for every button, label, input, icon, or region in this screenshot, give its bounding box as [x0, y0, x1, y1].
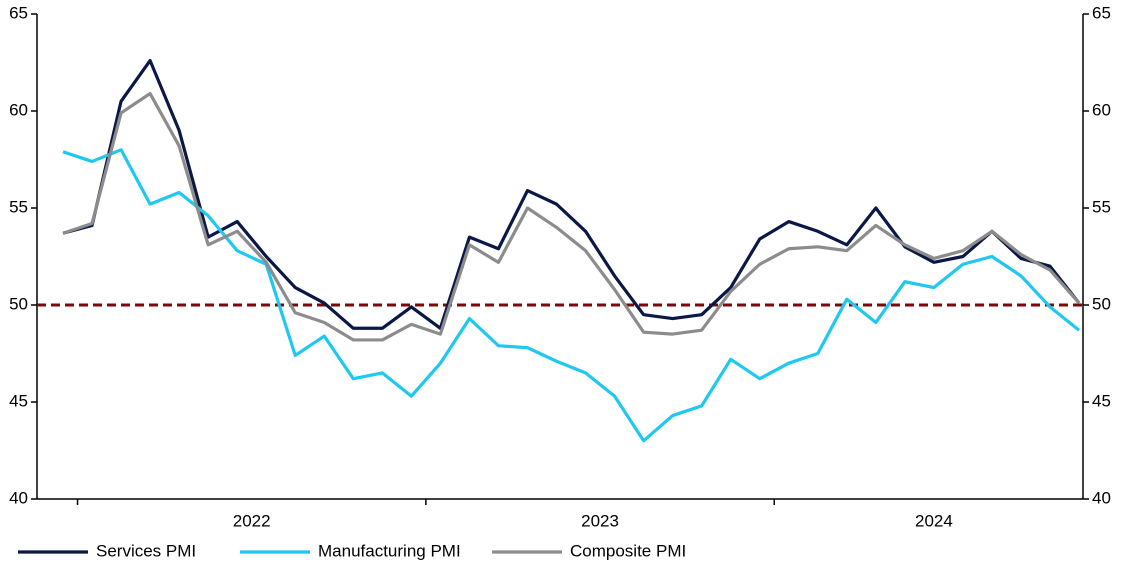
legend-label: Manufacturing PMI — [318, 541, 461, 560]
y-tick-label: 55 — [9, 197, 28, 216]
x-group-label: 2023 — [581, 511, 619, 530]
legend-label: Services PMI — [96, 541, 196, 560]
legend-label: Composite PMI — [570, 541, 686, 560]
y-tick-label: 40 — [9, 488, 28, 507]
series-line — [62, 148, 1081, 443]
y2-tick-label: 60 — [1092, 100, 1111, 119]
y2-tick-label: 50 — [1092, 294, 1111, 313]
x-group-label: 2022 — [233, 511, 271, 530]
y-tick-label: 60 — [9, 100, 28, 119]
y-tick-label: 65 — [9, 3, 28, 22]
y2-tick-label: 55 — [1092, 197, 1111, 216]
y2-tick-label: 65 — [1092, 3, 1111, 22]
y2-tick-label: 45 — [1092, 391, 1111, 410]
series-line — [62, 91, 1081, 342]
y-tick-label: 50 — [9, 294, 28, 313]
y2-tick-label: 40 — [1092, 488, 1111, 507]
series-line — [62, 58, 1081, 330]
x-group-label: 2024 — [915, 511, 953, 530]
y-tick-label: 45 — [9, 391, 28, 410]
